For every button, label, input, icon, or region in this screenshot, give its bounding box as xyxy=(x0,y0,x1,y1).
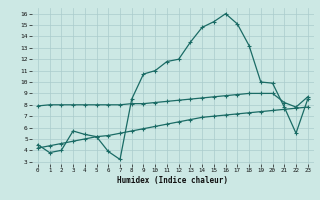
X-axis label: Humidex (Indice chaleur): Humidex (Indice chaleur) xyxy=(117,176,228,185)
